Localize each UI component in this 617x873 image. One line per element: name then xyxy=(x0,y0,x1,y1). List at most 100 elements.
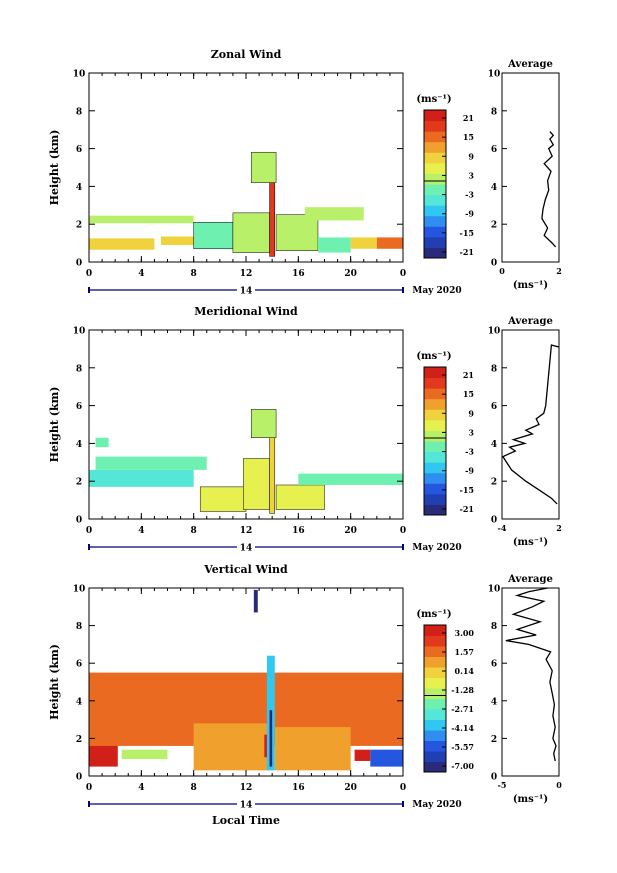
panel-2-avg-xlabel: (ms⁻¹) xyxy=(513,794,548,805)
panel-0-xtick-label-2: 8 xyxy=(191,269,197,279)
panel-0-colorbar-swatch-0 xyxy=(424,247,446,259)
panel-2-colorbar-label-0: 3.00 xyxy=(455,628,475,638)
panel-1-colorbar-swatch-3 xyxy=(424,472,446,484)
panel-1-colorbar-swatch-8 xyxy=(424,419,446,431)
heatmap-cell-2-7 xyxy=(264,734,267,758)
panel-0-xtick-label-3: 12 xyxy=(240,269,253,279)
panel-1-avg-ytick-label-3: 6 xyxy=(491,402,497,412)
panel-2-xtick-label-3: 12 xyxy=(240,783,253,793)
panel-1-xtick-label-3: 12 xyxy=(240,526,253,536)
panel-1-colorbar-swatch-6 xyxy=(424,441,446,453)
panel-2-colorbar-swatch-7 xyxy=(424,688,446,699)
panel-1-colorbar-swatch-5 xyxy=(424,451,446,463)
panel-1-avg-frame xyxy=(501,329,560,520)
panel-2-colorbar-swatch-13 xyxy=(424,625,446,636)
panel-2-avg-profile-line xyxy=(505,587,557,762)
heatmap-cell-2-6 xyxy=(269,710,273,767)
panel-1-xtick-label-4: 16 xyxy=(292,526,305,536)
panel-0-colorbar-swatch-7 xyxy=(424,173,446,185)
panel-1-colorbar-swatch-11 xyxy=(424,388,446,400)
panel-0-avg-xlabel: (ms⁻¹) xyxy=(513,280,548,291)
panel-2-avg-xtick-label-1: 0 xyxy=(556,780,562,790)
panel-1-colorbar-swatch-1 xyxy=(424,493,446,505)
panel-0-colorbar-swatch-11 xyxy=(424,131,446,143)
panel-2-day-label-bg xyxy=(237,799,255,809)
panel-2-colorbar-label-4: -2.71 xyxy=(451,704,474,714)
panel-2-ytick-label-0: 0 xyxy=(76,773,82,783)
panel-2-colorbar-label-6: -5.57 xyxy=(451,742,474,752)
panel-2-xtick-label-0: 0 xyxy=(86,783,92,793)
panel-0-colorbar-swatch-1 xyxy=(424,236,446,248)
panel-0-ytick-label-0: 0 xyxy=(76,259,82,269)
panel-0-ylabel: Height (km) xyxy=(48,130,61,206)
panel-0-colorbar-swatch-12 xyxy=(424,120,446,132)
heatmap-cell-2-4 xyxy=(121,749,168,760)
heatmap-cell-0-5 xyxy=(269,176,276,257)
panel-2-month-label: May 2020 xyxy=(412,800,461,810)
panel-0-avg-ytick-label-0: 0 xyxy=(491,259,497,269)
panel-1-avg-xtick-label-0: -4 xyxy=(498,523,507,533)
heatmap-cell-1-6 xyxy=(275,484,325,510)
panel-0-colorbar-label-3: 3 xyxy=(468,170,474,180)
panel-1-colorbar-swatch-9 xyxy=(424,409,446,421)
panel-0-day-label: 14 xyxy=(240,287,253,297)
panel-0-avg-xtick-label-0: 0 xyxy=(499,266,505,276)
panel-2-colorbar-swatch-10 xyxy=(424,656,446,668)
panel-2-avg-xtick-label-0: -5 xyxy=(498,780,507,790)
panel-1-colorbar-swatch-13 xyxy=(424,367,446,379)
panel-0-ytick-label-2: 4 xyxy=(76,183,82,193)
panel-0-ytick-label-4: 8 xyxy=(76,107,82,117)
panel-2-avg-ytick-label-3: 6 xyxy=(491,660,497,670)
heatmap-cell-0-11 xyxy=(250,152,277,183)
heatmap-cell-2-3 xyxy=(274,727,351,771)
panel-1-title: Meridional Wind xyxy=(194,305,298,318)
panel-0-colorbar-label-6: -15 xyxy=(460,228,474,238)
panel-2-avg-title: Average xyxy=(507,574,553,585)
panel-1-avg-title: Average xyxy=(507,316,553,327)
panel-1-avg-ytick-label-2: 4 xyxy=(491,440,497,450)
panel-2-xtick-label-5: 20 xyxy=(344,783,357,793)
panel-0-avg-profile-line xyxy=(541,131,557,248)
heatmap-cell-0-9 xyxy=(350,237,377,249)
heatmap-cell-0-10 xyxy=(376,237,403,249)
panel-2-colorbar-label-7: -7.00 xyxy=(451,761,474,771)
heatmap-cell-1-1 xyxy=(95,456,207,470)
heatmap-cell-1-0 xyxy=(89,469,194,487)
panel-1-colorbar-swatch-4 xyxy=(424,462,446,474)
panel-0-colorbar-swatch-2 xyxy=(424,226,446,238)
panel-1-xtick-label-6: 0 xyxy=(400,526,406,536)
heatmap-cell-1-7 xyxy=(298,473,403,485)
heatmap-cell-0-2 xyxy=(160,236,194,245)
panel-0-colorbar-frame xyxy=(423,109,447,259)
panel-2-avg-ytick-label-0: 0 xyxy=(491,773,497,783)
panel-0-xtick-label-1: 4 xyxy=(138,269,144,279)
panel-2-colorbar-swatch-12 xyxy=(424,635,446,647)
panel-2-colorbar-swatch-9 xyxy=(424,667,446,678)
panel-1-ytick-label-1: 2 xyxy=(76,478,82,488)
panel-1-colorbar-label-0: 21 xyxy=(463,370,474,380)
panel-1-ytick-label-4: 8 xyxy=(76,364,82,374)
panel-2-colorbar-swatch-0 xyxy=(424,761,446,773)
panel-2-avg-ytick-label-4: 8 xyxy=(491,622,497,632)
panel-2-colorbar-label-5: -4.14 xyxy=(451,723,474,733)
panel-0-avg-ytick-label-4: 8 xyxy=(491,107,497,117)
panel-1-colorbar-swatch-10 xyxy=(424,398,446,410)
panel-2-ytick-label-4: 8 xyxy=(76,622,82,632)
panel-2-avg-ytick-label-2: 4 xyxy=(491,697,497,707)
panel-1-avg-xlabel: (ms⁻¹) xyxy=(513,537,548,548)
panel-2-ylabel: Height (km) xyxy=(48,644,61,720)
panel-1-colorbar-label-3: 3 xyxy=(468,427,474,437)
panel-1-avg-profile-line xyxy=(501,344,560,505)
panel-1-xtick-label-0: 0 xyxy=(86,526,92,536)
panel-1-xtick-label-5: 20 xyxy=(344,526,357,536)
panel-0-avg-ytick-label-1: 2 xyxy=(491,221,497,231)
panel-0-colorbar-label-0: 21 xyxy=(463,113,474,123)
panel-1-colorbar-swatch-7 xyxy=(424,430,446,442)
panel-1-xtick-label-1: 4 xyxy=(138,526,144,536)
panel-0-colorbar-unit: (ms⁻¹) xyxy=(416,94,451,105)
heatmap-cell-0-1 xyxy=(89,215,194,224)
panel-1-colorbar-swatch-0 xyxy=(424,504,446,516)
panel-2-day-label: 14 xyxy=(240,801,253,811)
panel-2-xtick-label-1: 4 xyxy=(138,783,144,793)
heatmap-cell-0-0 xyxy=(89,238,155,250)
